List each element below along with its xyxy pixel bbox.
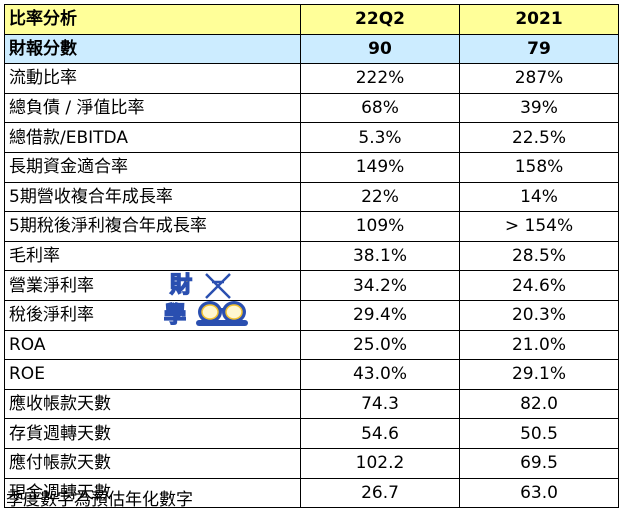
row-label: 稅後淨利率: [4, 299, 301, 331]
row-value-2021: 20.3%: [459, 299, 619, 331]
table-row: 毛利率 38.1% 28.5%: [4, 240, 619, 272]
footnote: 季度數字為預估年化數字: [6, 490, 193, 510]
table-row: 流動比率 222% 287%: [4, 63, 619, 94]
svg-text:財: 財: [170, 273, 192, 298]
ratio-analysis-table: 比率分析 22Q2 2021 財報分數 90 79 流動比率 222% 287% 總…: [4, 4, 619, 509]
table-row: 長期資金適合率 149% 158%: [4, 151, 619, 183]
watermark-logo-icon: 財 學: [163, 272, 248, 329]
row-label: ROE: [4, 359, 301, 390]
row-value-2021: 29.1%: [459, 359, 619, 390]
row-value-2021: 39%: [459, 92, 619, 124]
row-label: 流動比率: [4, 63, 301, 94]
row-value-22q2: 22%: [300, 181, 460, 213]
table-row: 應付帳款天數 102.2 69.5: [4, 447, 619, 479]
row-value-2021: 158%: [459, 151, 619, 183]
row-value-22q2: 25.0%: [300, 329, 460, 361]
row-value-22q2: 34.2%: [300, 270, 460, 301]
row-value-2021: 63.0: [459, 477, 619, 509]
row-label: 5期稅後淨利複合年成長率: [4, 211, 301, 242]
table-row: 現金週轉天數 26.7 63.0: [4, 477, 619, 509]
row-value-22q2: 26.7: [300, 477, 460, 509]
table-header-row: 比率分析 22Q2 2021: [4, 4, 619, 35]
row-value-2021: 287%: [459, 63, 619, 94]
row-value-2021: 50.5: [459, 418, 619, 449]
row-value-22q2: 149%: [300, 151, 460, 183]
row-label: ROA: [4, 329, 301, 361]
row-value-2021: 28.5%: [459, 240, 619, 272]
score-label: 財報分數: [4, 33, 301, 65]
row-value-22q2: 5.3%: [300, 122, 460, 153]
row-label: 現金週轉天數: [4, 477, 301, 509]
row-value-22q2: 29.4%: [300, 299, 460, 331]
table-row: 應收帳款天數 74.3 82.0: [4, 388, 619, 420]
row-value-22q2: 38.1%: [300, 240, 460, 272]
table-row: 存貨週轉天數 54.6 50.5: [4, 418, 619, 449]
table-row: 總負債 / 淨值比率 68% 39%: [4, 92, 619, 124]
header-col-22q2: 22Q2: [300, 4, 460, 35]
row-value-22q2: 68%: [300, 92, 460, 124]
row-label: 總借款/EBITDA: [4, 122, 301, 153]
row-label: 長期資金適合率: [4, 151, 301, 183]
table-row: 稅後淨利率 29.4% 20.3%: [4, 299, 619, 331]
row-label: 5期營收複合年成長率: [4, 181, 301, 213]
table-row: 總借款/EBITDA 5.3% 22.5%: [4, 122, 619, 153]
table-row: 5期營收複合年成長率 22% 14%: [4, 181, 619, 213]
row-value-2021: 14%: [459, 181, 619, 213]
row-value-22q2: 109%: [300, 211, 460, 242]
row-label: 應收帳款天數: [4, 388, 301, 420]
table-row: 營業淨利率 34.2% 24.6%: [4, 270, 619, 301]
row-value-22q2: 102.2: [300, 447, 460, 479]
row-value-22q2: 54.6: [300, 418, 460, 449]
table-row: ROE 43.0% 29.1%: [4, 359, 619, 390]
row-value-2021: 24.6%: [459, 270, 619, 301]
score-2021: 79: [459, 33, 619, 65]
table-row: 5期稅後淨利複合年成長率 109% > 154%: [4, 211, 619, 242]
row-label: 應付帳款天數: [4, 447, 301, 479]
row-label: 總負債 / 淨值比率: [4, 92, 301, 124]
header-col-2021: 2021: [459, 4, 619, 35]
svg-text:學: 學: [164, 302, 186, 328]
row-value-2021: 82.0: [459, 388, 619, 420]
row-label: 存貨週轉天數: [4, 418, 301, 449]
row-label: 毛利率: [4, 240, 301, 272]
row-label: 營業淨利率: [4, 270, 301, 301]
row-value-2021: > 154%: [459, 211, 619, 242]
row-value-22q2: 43.0%: [300, 359, 460, 390]
row-value-2021: 22.5%: [459, 122, 619, 153]
row-value-22q2: 222%: [300, 63, 460, 94]
table-row: ROA 25.0% 21.0%: [4, 329, 619, 361]
row-value-22q2: 74.3: [300, 388, 460, 420]
row-value-2021: 69.5: [459, 447, 619, 479]
header-label: 比率分析: [4, 4, 301, 35]
score-22q2: 90: [300, 33, 460, 65]
row-value-2021: 21.0%: [459, 329, 619, 361]
score-row: 財報分數 90 79: [4, 33, 619, 65]
